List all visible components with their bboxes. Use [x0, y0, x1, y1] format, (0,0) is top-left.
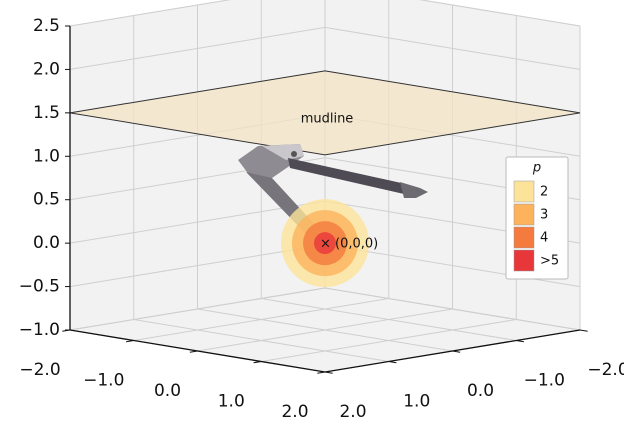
z-tick-label: 2.5 [33, 16, 60, 36]
z-tick-label: 1.0 [33, 146, 60, 166]
chart: mudline −2.0 −1.0 0.0 1.0 2.0 2.0 1.0 0.0 −1.0 −2… [0, 0, 624, 427]
legend-label: >5 [540, 254, 559, 269]
z-tick-label: −1.0 [19, 320, 60, 340]
legend-title: p [532, 161, 541, 176]
legend-label: 4 [540, 231, 548, 246]
legend-swatch [514, 227, 534, 248]
x-tick-label: 0.0 [154, 381, 181, 401]
z-tick-label: 2.0 [33, 59, 60, 79]
legend-swatch [514, 250, 534, 271]
y-tick-label: −2.0 [587, 360, 624, 380]
origin-label: × (0,0,0) [320, 237, 378, 252]
tick-mark [580, 330, 588, 331]
plane-label: mudline [301, 111, 354, 126]
legend-label: 3 [540, 208, 548, 223]
legend-swatch [514, 204, 534, 225]
y-tick-label: 1.0 [403, 392, 430, 412]
x-tick-label: 2.0 [281, 402, 308, 422]
x-tick-label: −2.0 [19, 360, 60, 380]
legend-swatch [514, 181, 534, 202]
z-tick-label: 0.5 [33, 190, 60, 210]
arm-joint [291, 151, 297, 157]
x-tick-label: 1.0 [218, 392, 245, 412]
y-tick-label: 0.0 [467, 381, 494, 401]
x-tick-label: −1.0 [83, 371, 124, 391]
z-tick-label: −0.5 [19, 277, 60, 297]
y-tick-label: −1.0 [524, 371, 565, 391]
z-tick-label: 1.5 [33, 103, 60, 123]
legend-label: 2 [540, 185, 548, 200]
y-tick-label: 2.0 [339, 402, 366, 422]
z-tick-label: 0.0 [33, 233, 60, 253]
